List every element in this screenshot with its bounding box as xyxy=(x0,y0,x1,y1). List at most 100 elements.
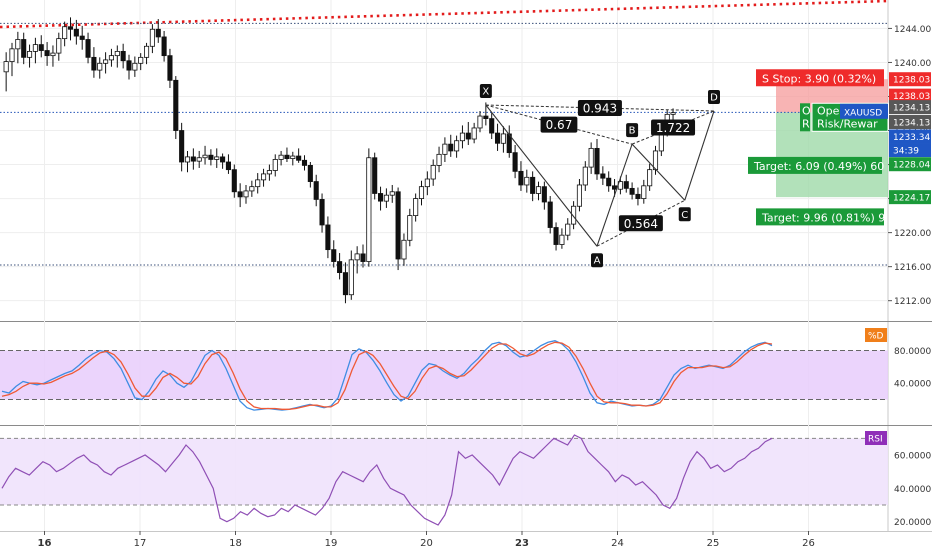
candle-body xyxy=(9,48,15,63)
price-tick-label: 1240.00 xyxy=(894,59,931,69)
pattern-point-label: X xyxy=(482,86,489,97)
open-pnl-prefix-1: O xyxy=(802,104,811,117)
candle-body xyxy=(278,154,284,160)
candle-body xyxy=(313,181,319,200)
candle-body xyxy=(202,154,208,159)
candle-body xyxy=(38,44,44,51)
candle-body xyxy=(56,38,62,54)
candle-body xyxy=(553,227,559,245)
stoch-legend-box xyxy=(865,328,887,342)
price-tick-label: 1244.00 xyxy=(894,25,931,35)
candle-body xyxy=(518,170,524,186)
ratio-label: 0.943 xyxy=(583,101,617,115)
candle-body xyxy=(15,39,21,50)
stoch-tick-label: 80.0000 xyxy=(894,347,931,357)
candle-body xyxy=(161,36,167,57)
candle-body xyxy=(366,157,372,262)
price-tag-box xyxy=(889,115,931,130)
candle-body xyxy=(184,156,191,163)
candle-body xyxy=(62,26,68,40)
candle-body xyxy=(120,50,126,62)
candle-body xyxy=(483,115,489,120)
candle-body xyxy=(348,259,354,296)
candle-body xyxy=(588,147,594,168)
candle-body xyxy=(103,59,109,64)
candle-body xyxy=(132,62,138,71)
price-tag-label: 1234.13 xyxy=(893,118,930,128)
candle-body xyxy=(535,186,542,194)
pattern-ratio-line xyxy=(596,199,685,247)
price-tick-label: 1216.00 xyxy=(894,263,931,273)
candle-body xyxy=(600,173,606,179)
pattern-point-label: B xyxy=(629,126,636,137)
harmonic-pattern[interactable]: 0.67 0.943 1.722 0.564 X A B C D xyxy=(479,83,720,268)
stop-box[interactable] xyxy=(756,69,884,87)
rsi-legend-label: RSI xyxy=(868,435,883,445)
pattern-point-box xyxy=(678,207,691,222)
candle-body xyxy=(149,28,155,47)
pattern-leg xyxy=(684,110,715,201)
candle-body xyxy=(670,112,676,115)
candle-body xyxy=(635,193,641,199)
price-tag-box xyxy=(889,72,931,87)
symbol-tag-box xyxy=(840,103,888,119)
candles xyxy=(3,17,676,304)
candle-body xyxy=(331,249,337,262)
stoch-lines xyxy=(1,340,773,411)
candle-body xyxy=(260,173,267,181)
candle-body xyxy=(3,61,9,73)
date-tick-label: 26 xyxy=(802,538,815,549)
candle-body xyxy=(143,45,150,58)
stoch-band xyxy=(0,350,888,400)
price-tag-label: 1238.03 xyxy=(893,92,930,102)
candle-body xyxy=(477,115,483,129)
resistance-trendline[interactable] xyxy=(0,0,888,29)
rsi-tick-label: 60.0000 xyxy=(894,452,931,462)
symbol-tag: XAUUSD xyxy=(844,108,882,118)
candle-body xyxy=(494,132,501,144)
candle-body xyxy=(395,191,401,260)
candle-body xyxy=(237,191,243,198)
price-tag-box xyxy=(889,143,931,158)
pattern-point-box xyxy=(626,123,639,138)
candle-body xyxy=(454,140,460,152)
price-tag-box xyxy=(889,88,931,103)
candle-body xyxy=(208,154,214,160)
target2-box[interactable] xyxy=(756,208,884,226)
rsi-line xyxy=(1,434,773,526)
price-tick-label: 1212.00 xyxy=(894,297,931,307)
open-pnl-prefix-box[interactable] xyxy=(800,103,810,132)
candle-body xyxy=(325,224,331,251)
candle-body xyxy=(342,272,348,296)
candle-body xyxy=(524,176,530,186)
date-tick-label: 19 xyxy=(325,538,338,549)
candle-body xyxy=(418,186,425,199)
candle-body xyxy=(167,55,173,81)
candle-body xyxy=(225,161,232,171)
pattern-point-label: C xyxy=(681,210,688,221)
date-tick-label: 24 xyxy=(611,538,624,549)
candle-body xyxy=(500,133,506,144)
candle-body xyxy=(337,261,343,274)
candle-body xyxy=(594,147,600,175)
target2-label[interactable]: Target: 9.96 (0.81%) 9 xyxy=(761,211,885,224)
candle-body xyxy=(319,199,325,226)
candle-body xyxy=(582,166,588,186)
rsi-tick-label: 40.0000 xyxy=(894,485,931,495)
candle-body xyxy=(489,118,495,134)
target1-label[interactable]: Target: 6.09 (0.49%) 60 xyxy=(753,160,884,173)
horizontal-lines xyxy=(0,22,888,266)
pattern-point-label: D xyxy=(710,92,718,103)
pattern-point-box xyxy=(479,83,492,98)
date-tick-label: 16 xyxy=(38,538,52,549)
target1-box[interactable] xyxy=(748,156,882,174)
candle-body xyxy=(173,79,179,131)
date-tick-label: 17 xyxy=(134,538,147,549)
position-labels[interactable]: S Stop: 3.90 (0.32%) Target: 6.09 (0.49%)… xyxy=(748,69,889,226)
candle-body xyxy=(50,52,56,57)
candle-body xyxy=(436,153,442,166)
price-tags: 1238.031238.031234.131234.131233.3434:39… xyxy=(889,72,931,205)
candle-body xyxy=(126,60,132,71)
stop-label[interactable]: S Stop: 3.90 (0.32%) xyxy=(762,72,876,85)
